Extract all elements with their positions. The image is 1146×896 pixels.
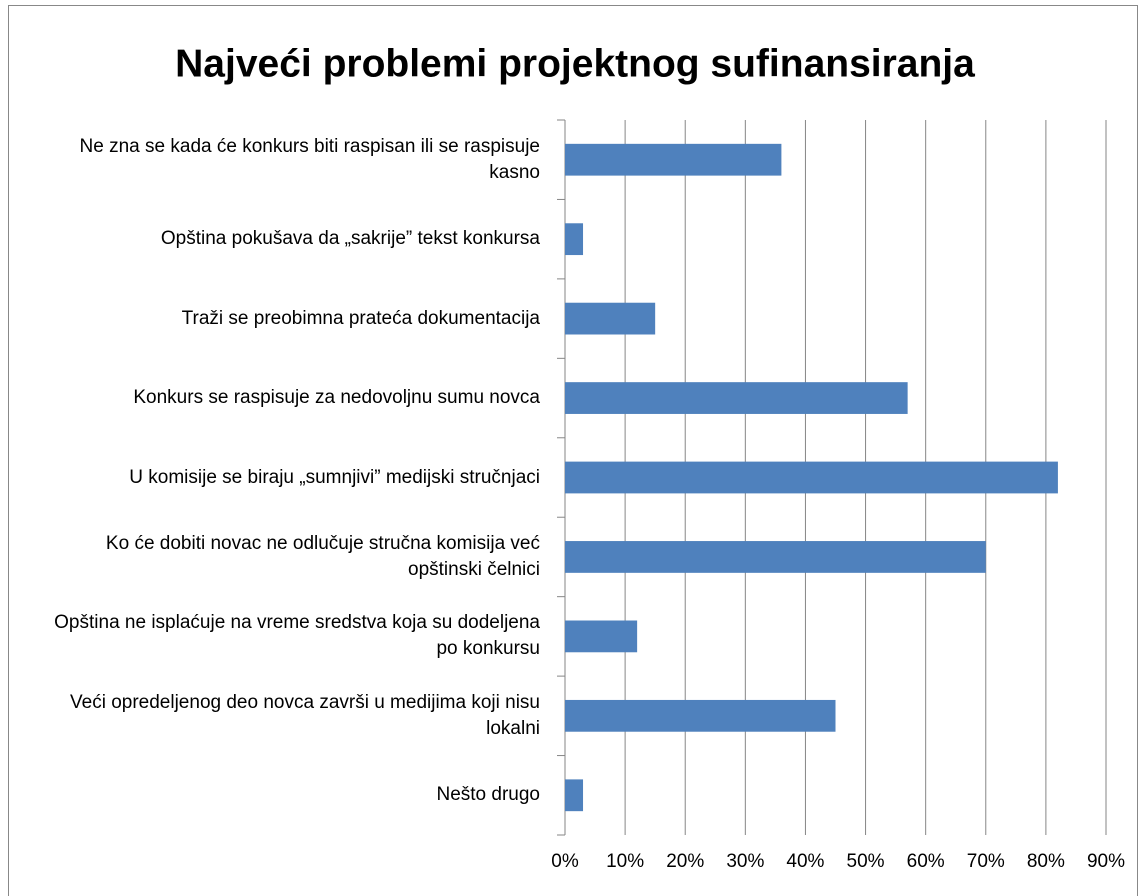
chart-title: Najveći problemi projektnog sufinansiran… [175, 42, 975, 85]
bar [565, 223, 584, 256]
bar [565, 699, 836, 732]
bar [565, 143, 782, 176]
x-tick-label: 40% [786, 851, 824, 872]
y-tick-label: U komisije se biraju „sumnjivi” medijski… [129, 466, 540, 488]
bar [565, 382, 908, 414]
y-tick-label: Nešto drugo [436, 784, 540, 806]
x-tick-label: 10% [606, 851, 644, 872]
bar [565, 541, 986, 573]
y-tick-label: Konkurs se raspisuje za nedovoljnu sumu … [133, 387, 540, 409]
bar [565, 302, 656, 335]
x-tick-label: 60% [907, 851, 945, 872]
y-tick-label: Ko će dobiti novac ne odlučuje stručna k… [105, 532, 540, 580]
y-tick-label: Traži se preobimna prateća dokumentacija [181, 307, 540, 329]
y-tick-label: Veći opredeljenog deo novca završi u med… [70, 691, 540, 739]
y-tick-label: Opština ne isplaćuje na vreme sredstva k… [54, 612, 540, 660]
x-tick-label: 50% [847, 851, 885, 872]
y-tick-label: Opština pokušava da „sakrije” tekst konk… [160, 228, 540, 250]
bar [565, 461, 1058, 494]
x-tick-label: 90% [1087, 851, 1125, 872]
x-tick-label: 0% [551, 851, 579, 872]
x-tick-label: 70% [967, 851, 1005, 872]
bar [565, 779, 584, 812]
bar [565, 620, 638, 653]
x-tick-label: 20% [666, 851, 704, 872]
x-tick-label: 80% [1027, 851, 1065, 872]
x-tick-label: 30% [726, 851, 764, 872]
y-tick-label: Ne zna se kada će konkurs biti raspisan … [79, 135, 540, 183]
